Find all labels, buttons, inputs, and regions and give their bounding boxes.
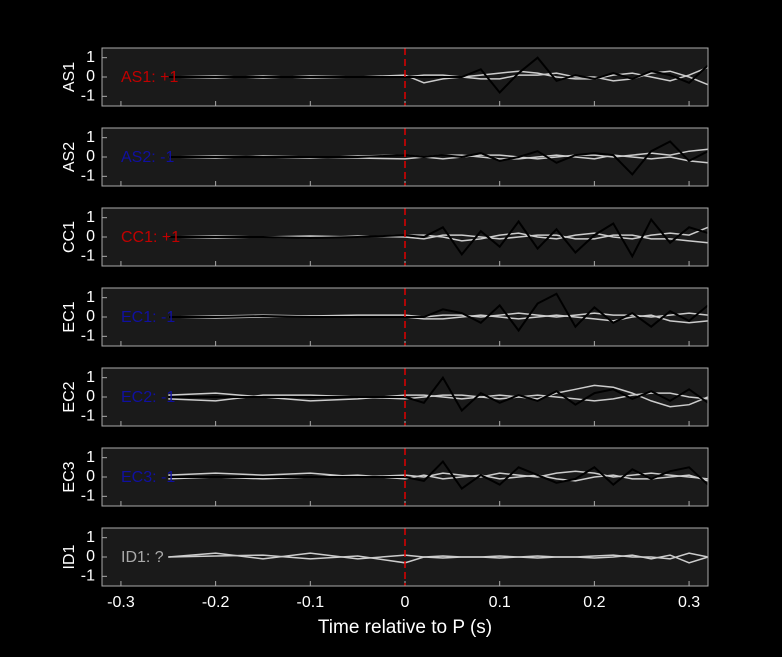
trace <box>168 56 709 95</box>
panel-border <box>101 367 709 427</box>
y-tick-label: 0 <box>86 308 95 325</box>
annotation: EC2: -1 <box>121 389 175 406</box>
y-tick-label: -1 <box>81 488 95 505</box>
annotation: EC3: -1 <box>121 469 175 486</box>
y-tick-label: 1 <box>86 129 95 146</box>
panel-border <box>101 287 709 347</box>
y-label: CC1 <box>61 221 78 253</box>
trace <box>168 375 709 413</box>
y-label: AS2 <box>61 142 78 172</box>
trace <box>168 292 709 333</box>
y-tick-label: 0 <box>86 148 95 165</box>
trace <box>168 140 709 176</box>
annotation: EC1: -1 <box>121 309 175 326</box>
x-tick-label: 0.2 <box>583 594 605 611</box>
x-tick-label: -0.1 <box>297 594 325 611</box>
panel-border <box>101 127 709 187</box>
y-tick-label: -1 <box>81 408 95 425</box>
y-label: AS1 <box>61 62 78 92</box>
trace <box>168 384 709 408</box>
x-tick-label: 0.1 <box>489 594 511 611</box>
x-tick-label: -0.2 <box>202 594 230 611</box>
annotation: AS2: -1 <box>121 149 174 166</box>
y-label: ID1 <box>61 544 78 569</box>
y-label: EC1 <box>61 301 78 332</box>
y-tick-label: -1 <box>81 88 95 105</box>
y-tick-label: 1 <box>86 369 95 386</box>
trace <box>168 459 709 490</box>
y-tick-label: -1 <box>81 248 95 265</box>
y-tick-label: 1 <box>86 529 95 546</box>
y-tick-label: 0 <box>86 388 95 405</box>
panel-border <box>101 207 709 267</box>
x-tick-label: 0.3 <box>678 594 700 611</box>
y-tick-label: 1 <box>86 449 95 466</box>
y-tick-label: 0 <box>86 548 95 565</box>
trace <box>168 217 709 259</box>
x-tick-label: 0 <box>401 594 410 611</box>
annotation: ID1: ? <box>121 549 164 566</box>
trace <box>168 554 709 564</box>
panel-border <box>101 447 709 507</box>
y-tick-label: -1 <box>81 328 95 345</box>
y-tick-label: 1 <box>86 289 95 306</box>
annotation: CC1: +1 <box>121 229 180 246</box>
y-tick-label: 1 <box>86 209 95 226</box>
y-tick-label: 0 <box>86 228 95 245</box>
panel-border <box>101 47 709 107</box>
annotation: AS1: +1 <box>121 69 178 86</box>
y-tick-label: 1 <box>86 49 95 66</box>
y-tick-label: 0 <box>86 68 95 85</box>
trace <box>168 312 709 319</box>
x-label: Time relative to P (s) <box>318 617 492 638</box>
y-tick-label: -1 <box>81 568 95 585</box>
x-tick-label: -0.3 <box>107 594 135 611</box>
panel-border <box>101 527 709 587</box>
y-label: EC2 <box>61 381 78 412</box>
y-tick-label: -1 <box>81 168 95 185</box>
y-tick-label: 0 <box>86 468 95 485</box>
y-label: EC3 <box>61 461 78 492</box>
